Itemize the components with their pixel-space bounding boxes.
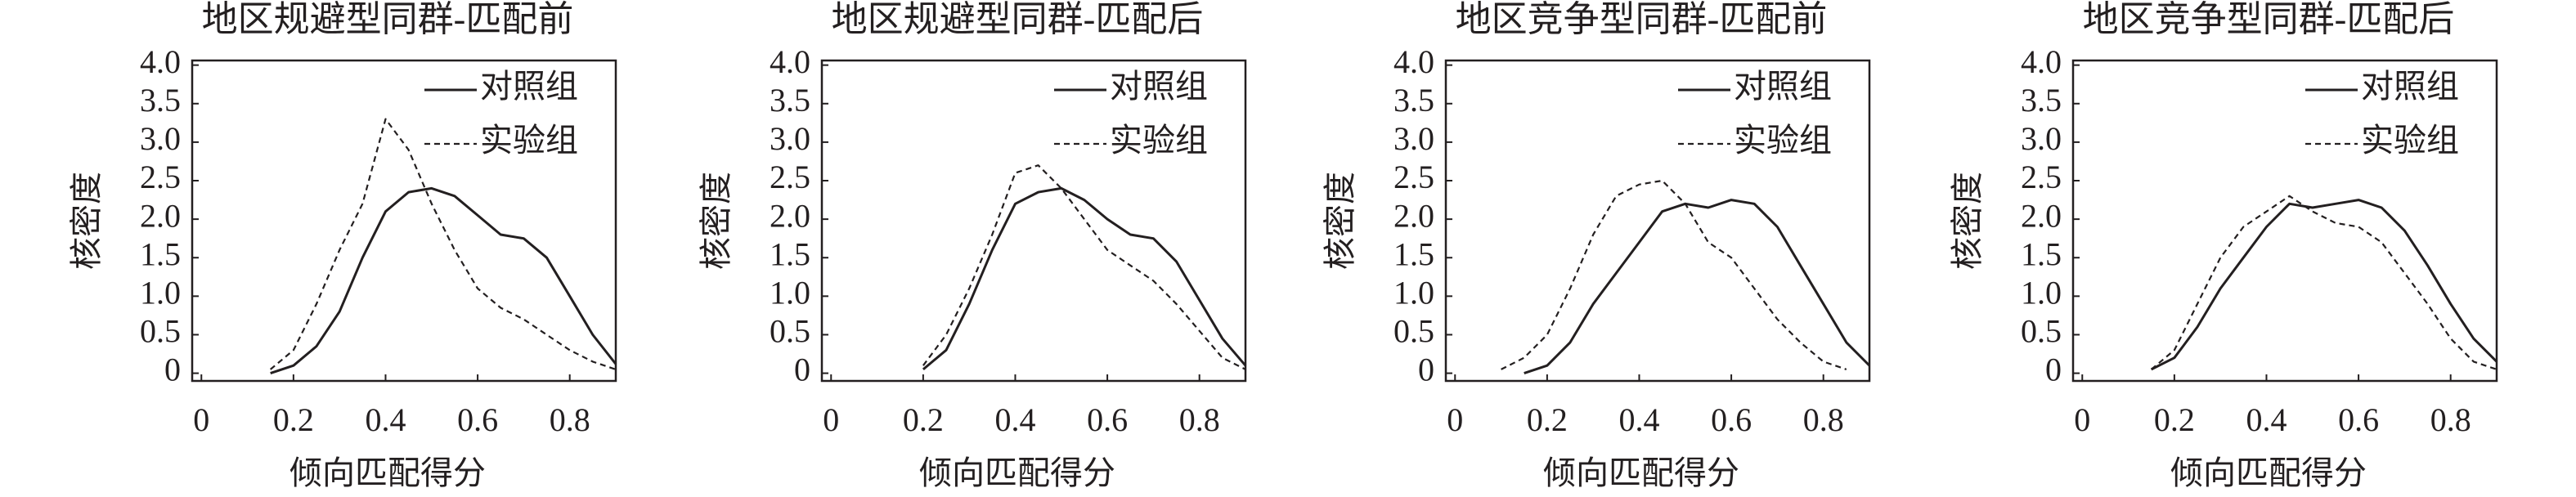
x-tick-label: 0.6 <box>1711 401 1752 438</box>
y-tick-label: 1.5 <box>140 235 181 272</box>
density-line <box>2150 195 2497 370</box>
y-tick-label: 1.5 <box>770 235 810 272</box>
y-tick-label: 3.5 <box>770 82 810 119</box>
x-tick-label: 0 <box>823 401 839 438</box>
y-tick-label: 0.5 <box>770 313 810 350</box>
x-axis-label: 倾向匹配得分 <box>2170 454 2367 491</box>
y-axis-label: 核密度 <box>698 172 734 270</box>
y-tick-label: 4.0 <box>140 43 181 80</box>
y-tick-label: 0 <box>794 351 810 388</box>
panel: 地区规避型同群-匹配后核密度倾向匹配得分00.51.01.52.02.53.03… <box>698 0 1247 491</box>
y-tick-label: 2.0 <box>770 197 810 234</box>
plot-frame <box>1444 59 1871 383</box>
plot-frame <box>820 59 1247 383</box>
y-tick-label: 2.5 <box>140 159 181 195</box>
y-axis-label: 核密度 <box>1322 172 1358 270</box>
panel: 地区竞争型同群-匹配后核密度倾向匹配得分00.51.01.52.02.53.03… <box>1949 0 2498 491</box>
y-tick-label: 3.0 <box>140 120 181 157</box>
density-line <box>1524 199 1871 375</box>
x-axis-label: 倾向匹配得分 <box>1543 454 1739 491</box>
x-tick-label: 0.6 <box>1087 401 1128 438</box>
chart-title: 地区竞争型同群-匹配前 <box>1456 0 1828 39</box>
x-tick-label: 0.8 <box>1179 401 1220 438</box>
y-tick-label: 1.5 <box>2021 235 2062 272</box>
y-tick-label: 0.5 <box>140 313 181 350</box>
y-tick-label: 0 <box>1418 351 1434 388</box>
panel: 地区竞争型同群-匹配前核密度倾向匹配得分00.51.01.52.02.53.03… <box>1322 0 1871 491</box>
density-line <box>922 164 1246 370</box>
plot-frame <box>191 59 617 383</box>
y-tick-label: 1.0 <box>140 275 181 311</box>
x-tick-label: 0 <box>1447 401 1463 438</box>
y-tick-label: 3.5 <box>1393 82 1434 119</box>
y-axis-label: 核密度 <box>68 172 105 270</box>
x-tick-label: 0.8 <box>550 401 590 438</box>
x-tick-label: 0.8 <box>1803 401 1844 438</box>
y-tick-label: 2.0 <box>140 197 181 234</box>
y-tick-label: 0 <box>164 351 181 388</box>
x-tick-label: 0.4 <box>994 401 1035 438</box>
x-tick-label: 0 <box>193 401 209 438</box>
x-tick-label: 0.2 <box>1527 401 1568 438</box>
x-tick-label: 0.8 <box>2430 401 2471 438</box>
y-tick-label: 1.0 <box>1393 275 1434 311</box>
x-tick-label: 0.2 <box>903 401 944 438</box>
x-tick-label: 0 <box>2074 401 2090 438</box>
panel: 地区规避型同群-匹配前核密度倾向匹配得分00.51.01.52.02.53.03… <box>68 0 617 491</box>
y-axis-label: 核密度 <box>1949 172 1986 270</box>
legend-label: 对照组 <box>480 68 578 105</box>
density-line <box>922 186 1247 371</box>
y-tick-label: 1.0 <box>2021 275 2062 311</box>
density-line <box>269 118 617 370</box>
y-tick-label: 3.5 <box>140 82 181 119</box>
y-tick-label: 3.0 <box>2021 120 2062 157</box>
x-tick-label: 0.6 <box>2338 401 2379 438</box>
density-line <box>270 186 617 375</box>
y-tick-label: 0 <box>2045 351 2062 388</box>
y-tick-label: 2.5 <box>770 159 810 195</box>
x-tick-label: 0.4 <box>2246 401 2287 438</box>
y-tick-label: 4.0 <box>2021 43 2062 80</box>
y-tick-label: 2.5 <box>2021 159 2062 195</box>
legend-label: 实验组 <box>2361 122 2459 159</box>
y-tick-label: 0.5 <box>1393 313 1434 350</box>
density-line <box>1501 179 1847 370</box>
y-tick-label: 2.0 <box>2021 197 2062 234</box>
plot-frame <box>2071 59 2498 383</box>
x-axis-label: 倾向匹配得分 <box>919 454 1115 491</box>
x-axis-label: 倾向匹配得分 <box>289 454 486 491</box>
legend-label: 实验组 <box>480 122 578 159</box>
y-tick-label: 1.0 <box>770 275 810 311</box>
x-tick-label: 0.2 <box>273 401 314 438</box>
y-tick-label: 2.0 <box>1393 197 1434 234</box>
y-tick-label: 4.0 <box>770 43 810 80</box>
x-tick-label: 0.4 <box>365 401 406 438</box>
x-tick-label: 0.4 <box>1618 401 1659 438</box>
legend-label: 对照组 <box>2361 68 2459 105</box>
y-tick-label: 4.0 <box>1393 43 1434 80</box>
legend-label: 实验组 <box>1734 122 1832 159</box>
density-line <box>2151 199 2498 371</box>
y-tick-label: 3.0 <box>1393 120 1434 157</box>
y-tick-label: 3.5 <box>2021 82 2062 119</box>
chart-title: 地区规避型同群-匹配后 <box>832 0 1204 39</box>
chart-title: 地区竞争型同群-匹配后 <box>2083 0 2455 39</box>
y-tick-label: 3.0 <box>770 120 810 157</box>
chart-title: 地区规避型同群-匹配前 <box>202 0 574 39</box>
y-tick-label: 1.5 <box>1393 235 1434 272</box>
x-tick-label: 0.6 <box>457 401 498 438</box>
legend-label: 对照组 <box>1110 68 1208 105</box>
y-tick-label: 0.5 <box>2021 313 2062 350</box>
x-tick-label: 0.2 <box>2154 401 2195 438</box>
legend-label: 实验组 <box>1110 122 1208 159</box>
y-tick-label: 2.5 <box>1393 159 1434 195</box>
legend-label: 对照组 <box>1734 68 1832 105</box>
